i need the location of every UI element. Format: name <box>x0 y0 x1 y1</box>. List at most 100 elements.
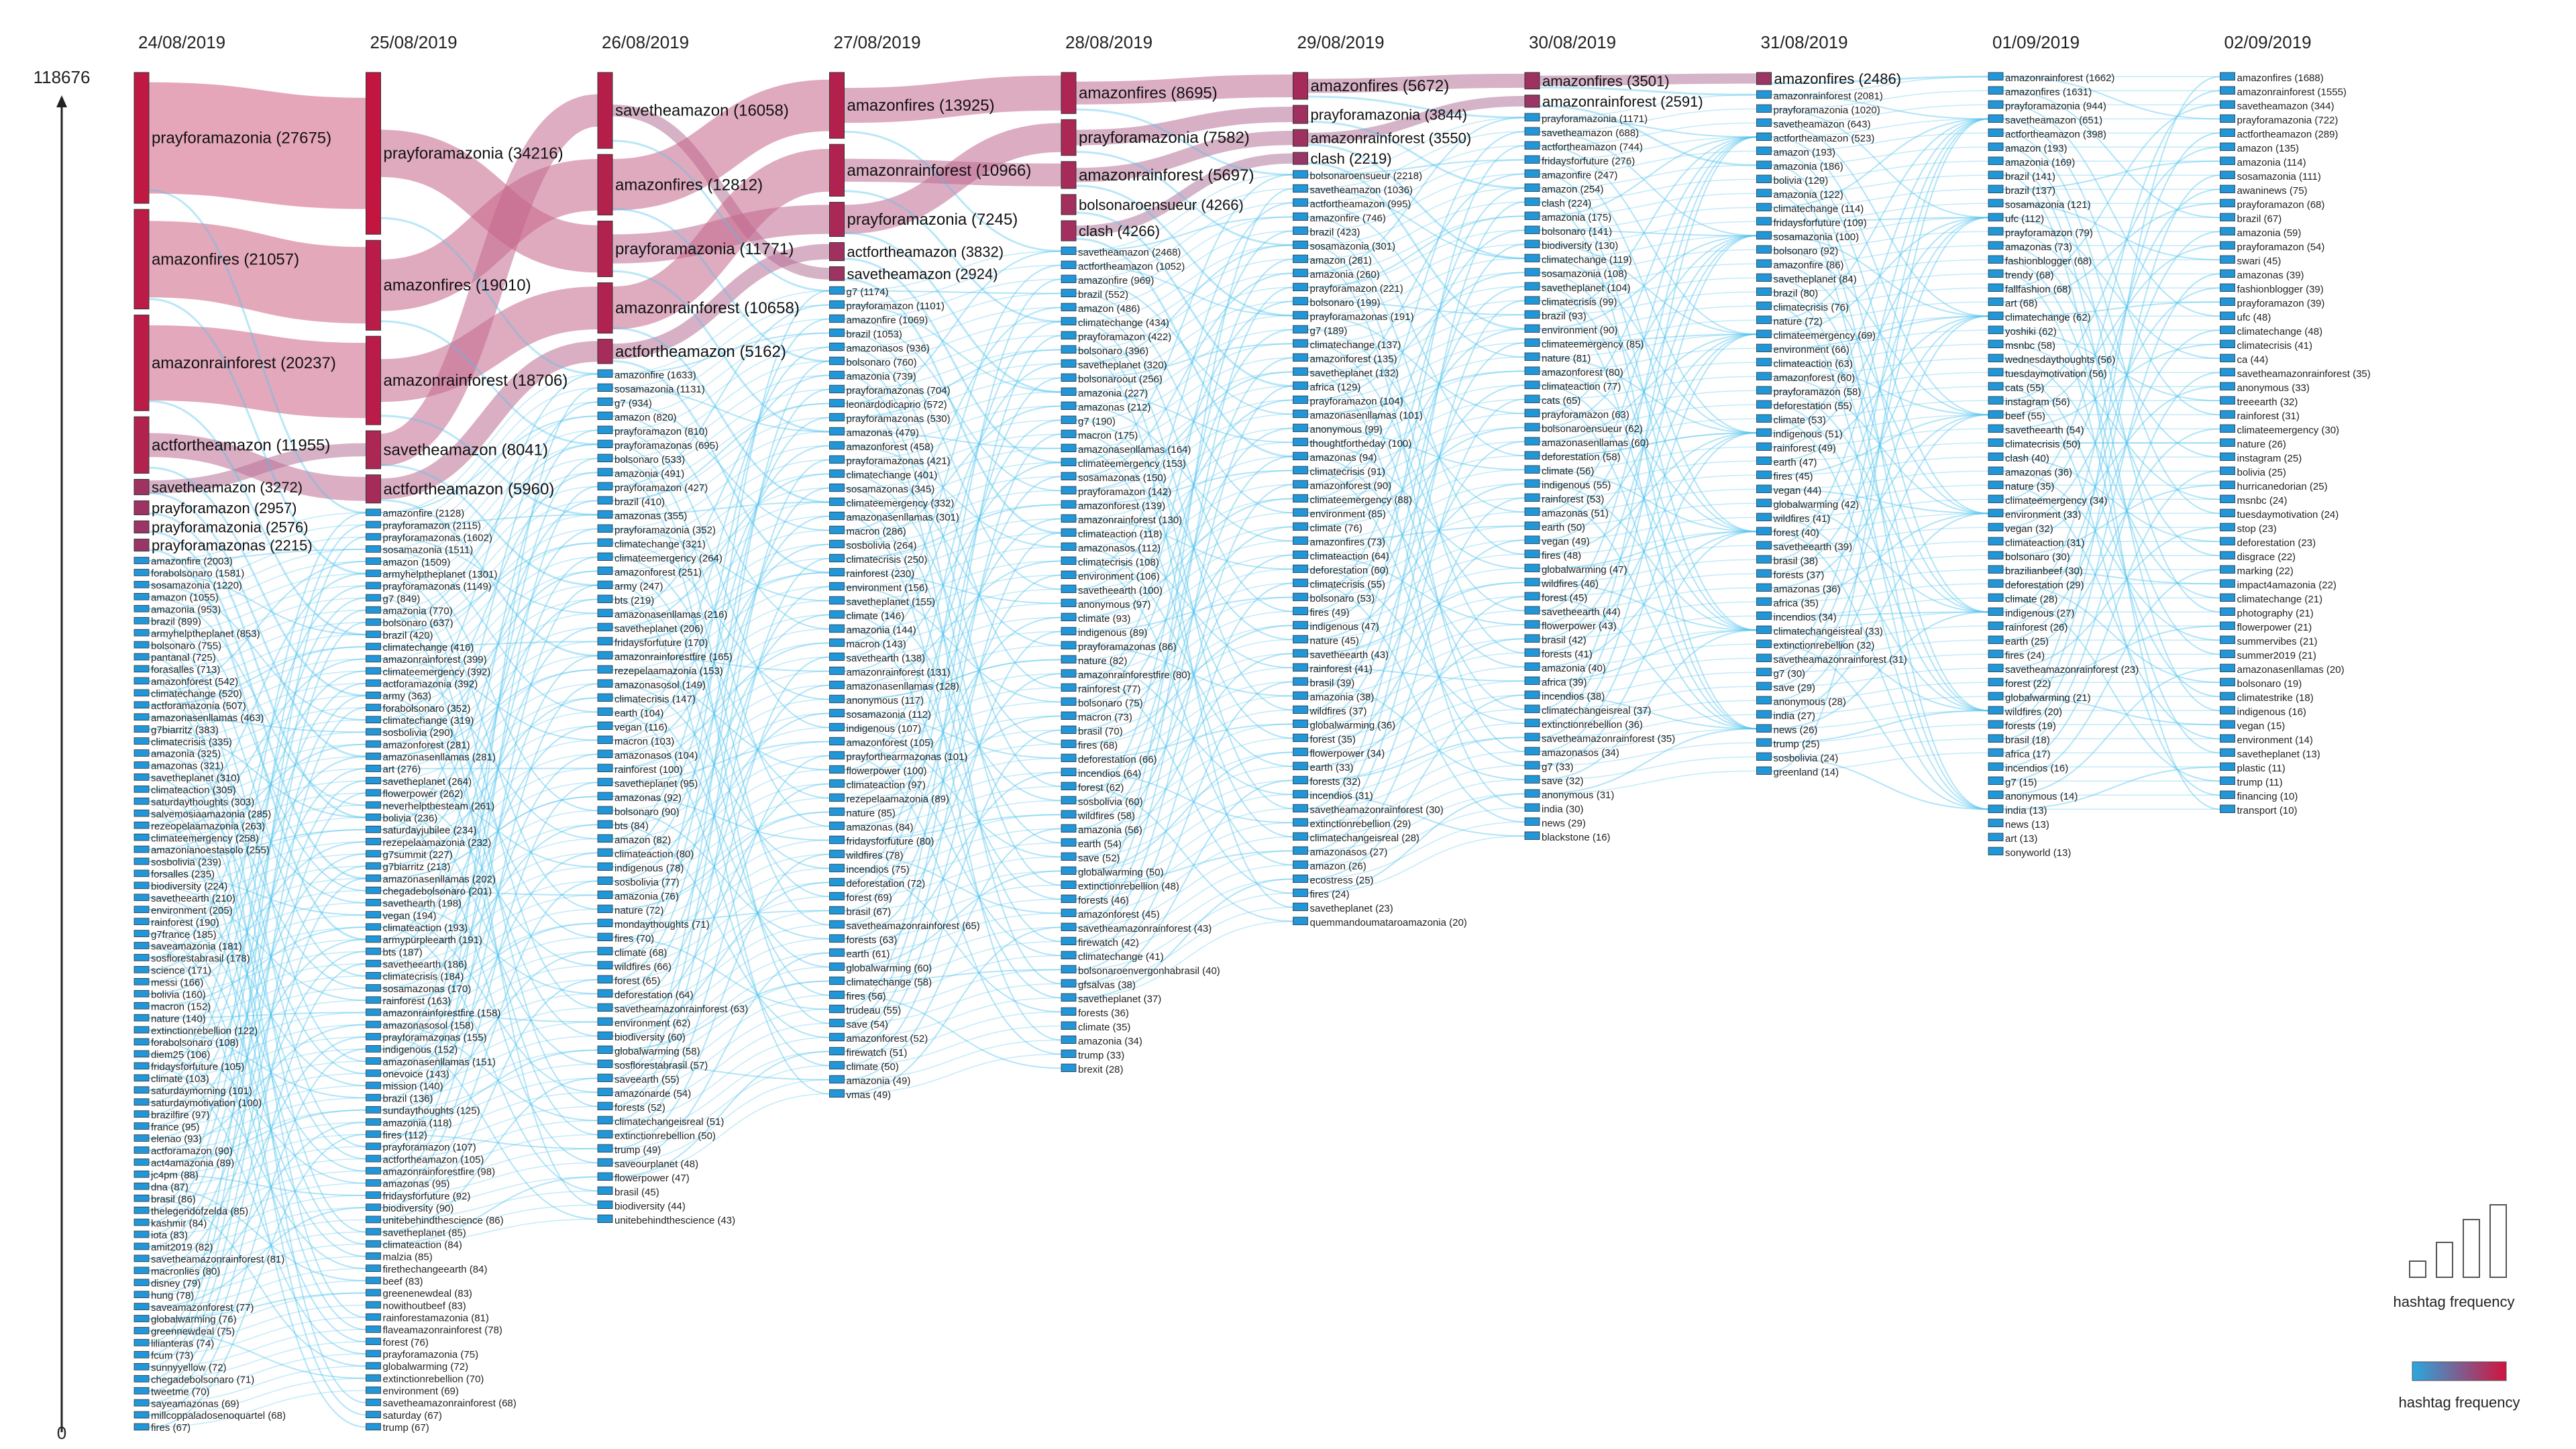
small-node-bar <box>2220 199 2235 207</box>
link-minor <box>380 458 598 587</box>
link-minor <box>380 1176 598 1245</box>
small-node: rainforest (190) <box>133 917 219 928</box>
small-node: brazil (137) <box>1988 184 2055 197</box>
small-node: prayforamazonia (722) <box>2220 114 2338 126</box>
small-node: amazonas (84) <box>829 821 914 833</box>
small-node-bar <box>2220 72 2235 80</box>
small-node-bar <box>133 1362 150 1371</box>
small-node-bar <box>1988 762 2004 771</box>
small-node-bar <box>366 643 381 651</box>
small-node-bar <box>366 1020 381 1028</box>
small-node-bar <box>829 314 845 323</box>
small-node-bar <box>1756 118 1772 127</box>
link-minor <box>380 669 598 757</box>
small-node-bar <box>1061 965 1077 974</box>
link-minor <box>1539 286 1757 631</box>
link-minor <box>1075 765 1293 844</box>
small-node: g7 (33) <box>1524 761 1574 773</box>
small-node: sosamazonas (150) <box>1061 472 1167 484</box>
small-node-bar <box>366 1240 381 1248</box>
small-node-label: greenland (14) <box>1774 767 1839 778</box>
small-node-label: transport (10) <box>2237 805 2298 816</box>
link-minor <box>148 1231 366 1272</box>
link-minor <box>1307 568 1525 724</box>
link-minor <box>148 1341 366 1380</box>
link-minor <box>148 668 366 1318</box>
small-node-label: fridaysforfuture (80) <box>847 836 934 847</box>
small-node: salvemosiaamazonia (285) <box>133 808 271 820</box>
small-node-label: rainforest (77) <box>1078 684 1140 695</box>
node-amazonrainforest: amazonrainforest (10966) <box>829 144 1031 197</box>
small-node-label: actforamazon (90) <box>151 1146 233 1157</box>
small-node-label: amazonia (770) <box>383 605 453 616</box>
small-node-bar <box>1524 338 1540 347</box>
link-minor <box>380 556 598 672</box>
small-node-label: flowerpower (34) <box>1310 748 1385 759</box>
small-node: fashionblogger (39) <box>2220 283 2324 295</box>
small-node: indigenous (107) <box>829 722 921 735</box>
small-node-bar <box>597 890 613 900</box>
small-node-bar <box>1988 170 2004 179</box>
small-node: vegan (15) <box>2220 720 2285 732</box>
small-node-label: amazonasenllamas (301) <box>847 512 959 523</box>
node-label: savetheamazon (3272) <box>152 479 303 496</box>
link-minor <box>1307 201 1525 260</box>
small-node: africa (17) <box>1988 748 2051 760</box>
link-minor <box>612 1065 830 1150</box>
link-minor <box>844 701 1062 743</box>
small-node-bar <box>1061 739 1077 749</box>
small-node: savetheamazonrainforest (35) <box>2220 368 2371 380</box>
small-node-bar <box>1524 648 1540 657</box>
small-node-label: indigenous (16) <box>2237 706 2306 718</box>
link-minor <box>148 572 366 636</box>
link-minor <box>2002 358 2220 599</box>
link-minor <box>844 884 1062 926</box>
link-minor <box>844 374 1062 886</box>
small-node: amazonrainforestfire (158) <box>366 1008 500 1019</box>
link-minor <box>1075 433 1293 739</box>
small-node-bar <box>1293 663 1308 672</box>
small-node-label: bolsonaroout (256) <box>1078 374 1163 385</box>
small-node-bar <box>2220 790 2235 799</box>
small-node-label: mission (140) <box>383 1081 443 1092</box>
small-node: saveamazonforest (77) <box>133 1302 254 1313</box>
link-minor <box>2002 174 2220 726</box>
link-minor <box>612 208 830 362</box>
small-node: amazonforest (139) <box>1061 500 1165 512</box>
small-node-bar <box>597 411 613 421</box>
link-minor <box>1539 117 1757 138</box>
link-minor <box>612 459 830 1093</box>
small-node-bar <box>1524 479 1540 488</box>
link-minor <box>1307 835 1525 894</box>
small-node-label: bolsonaro (53) <box>1310 593 1375 604</box>
link-minor <box>1075 653 1293 858</box>
small-node-label: fires (70) <box>614 933 654 945</box>
small-node-label: amazonas (39) <box>2237 270 2304 281</box>
link-minor <box>380 627 598 733</box>
link-minor <box>844 994 1062 1069</box>
small-node-bar <box>1524 239 1540 248</box>
link-minor <box>148 585 366 634</box>
link-minor <box>2002 132 2220 515</box>
link-minor <box>148 1316 366 1356</box>
small-node: environment (69) <box>366 1386 459 1397</box>
small-node-bar <box>366 1338 381 1346</box>
link-minor <box>380 914 598 1093</box>
small-node-bar <box>133 1038 150 1046</box>
small-node: biodiversity (224) <box>133 881 227 892</box>
link-minor <box>1307 553 1525 612</box>
link-minor <box>612 924 830 1009</box>
small-node-bar <box>829 511 845 521</box>
small-node-bar <box>1061 697 1077 706</box>
link-minor <box>844 476 1062 912</box>
link-minor <box>148 987 366 1031</box>
link-minor <box>844 912 1062 954</box>
link-minor <box>148 1330 366 1379</box>
small-node: amazonasos (936) <box>829 342 930 354</box>
link-minor <box>380 570 598 684</box>
link-minor <box>1539 629 1757 781</box>
small-node-bar <box>829 398 845 408</box>
link-minor <box>148 780 366 1248</box>
link-minor <box>148 658 366 839</box>
small-node-label: amazon (26) <box>1310 861 1366 872</box>
